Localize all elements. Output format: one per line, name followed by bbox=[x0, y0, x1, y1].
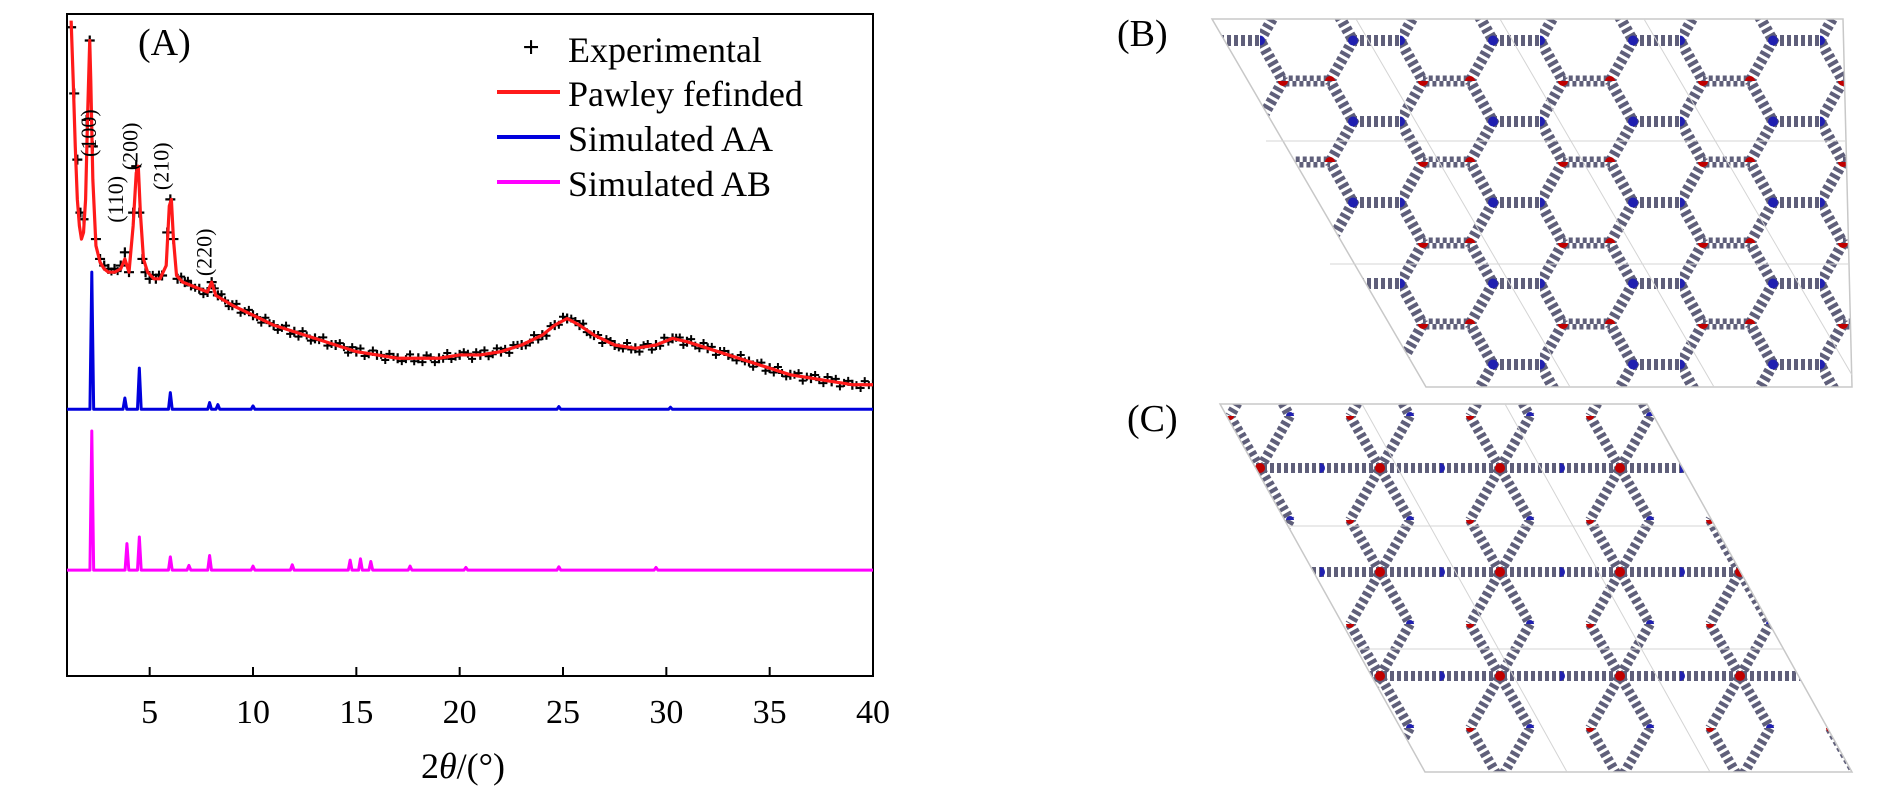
kagome-framework-image bbox=[1220, 404, 1852, 772]
legend-label-simulated-aa: Simulated AA bbox=[568, 119, 773, 159]
structure-panel-c: (C) bbox=[1127, 398, 1854, 773]
peak-label: (100) bbox=[76, 109, 101, 157]
peak-label: (110) bbox=[103, 176, 128, 223]
hexagonal-framework-image bbox=[1212, 19, 1852, 387]
x-axis-ticks: 5 10 15 20 25 30 35 40 bbox=[141, 667, 890, 731]
unit-cell-grid-c bbox=[1288, 403, 1783, 773]
x-tick-label: 40 bbox=[856, 694, 890, 731]
legend-entry-experimental: + Experimental bbox=[522, 30, 761, 70]
unit-cell-grid-b bbox=[1266, 18, 1853, 388]
series-simulated-aa bbox=[67, 270, 873, 411]
peak-label: (200) bbox=[117, 123, 142, 171]
legend-entry-pawley: Pawley fefinded bbox=[497, 74, 803, 114]
legend-label-experimental: Experimental bbox=[568, 30, 762, 70]
structure-panel-b: (B) bbox=[1117, 13, 1853, 388]
x-axis-label: 2θ/(°) bbox=[421, 746, 505, 786]
x-tick-label: 35 bbox=[753, 694, 787, 731]
panel-label-a: (A) bbox=[138, 22, 191, 64]
x-tick-label: 5 bbox=[141, 694, 158, 731]
x-tick-label: 30 bbox=[649, 694, 683, 731]
series-pawley-fefinded bbox=[69, 20, 873, 387]
peak-label-layer: (100)(110) (200) (210) (220) bbox=[76, 109, 217, 276]
series-simulated-ab bbox=[67, 429, 873, 572]
panel-label-c: (C) bbox=[1127, 398, 1178, 440]
legend-entry-simulated-ab: Simulated AB bbox=[497, 164, 771, 204]
legend-entry-simulated-aa: Simulated AA bbox=[497, 119, 773, 159]
panel-label-b: (B) bbox=[1117, 13, 1168, 55]
series-layer bbox=[67, 20, 873, 572]
peak-label: (210) bbox=[148, 142, 173, 190]
x-tick-label: 25 bbox=[546, 694, 580, 731]
x-tick-label: 10 bbox=[236, 694, 270, 731]
plot-frame bbox=[66, 13, 874, 677]
legend: + Experimental Pawley fefinded Simulated… bbox=[497, 30, 803, 204]
x-tick-label: 15 bbox=[339, 694, 373, 731]
x-tick-label: 20 bbox=[443, 694, 477, 731]
legend-label-simulated-ab: Simulated AB bbox=[568, 164, 771, 204]
experimental-point bbox=[119, 247, 130, 258]
legend-marker-experimental: + bbox=[522, 31, 539, 64]
peak-label: (220) bbox=[192, 228, 217, 276]
legend-label-pawley: Pawley fefinded bbox=[568, 74, 803, 114]
